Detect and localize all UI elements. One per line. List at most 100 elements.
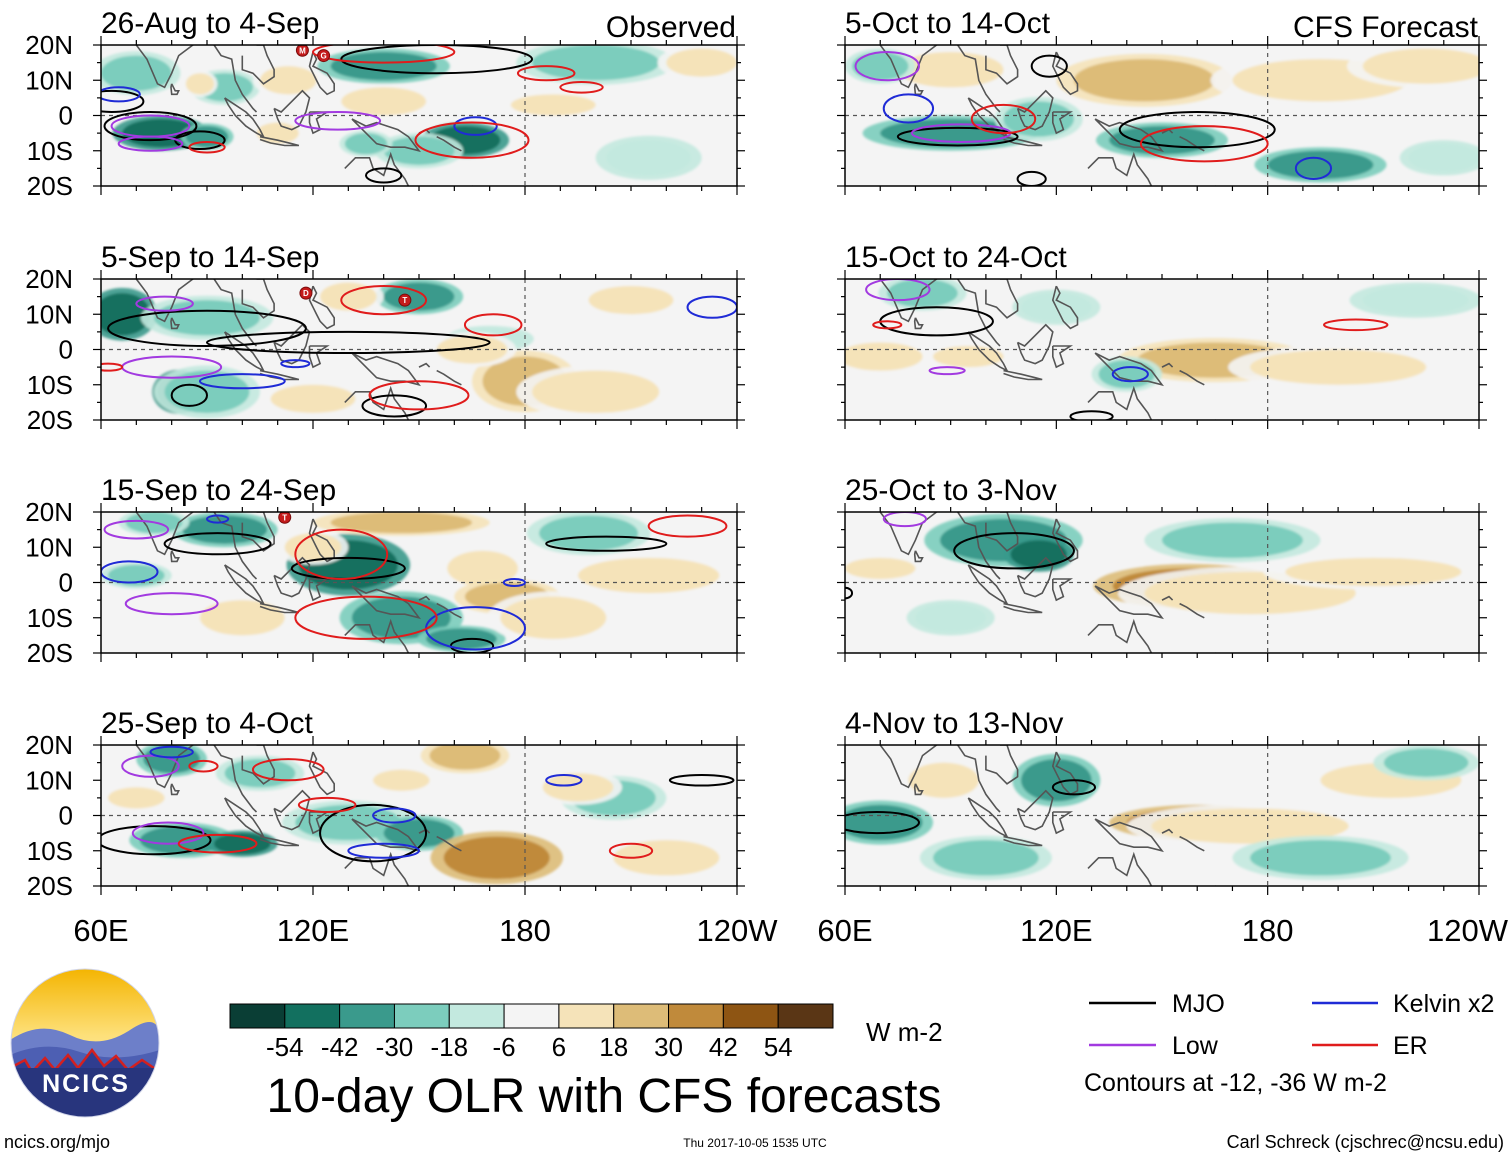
coastline [472,885,474,886]
contour-mjo [668,773,735,787]
coastline [1052,345,1074,369]
colorbar-swatch [448,1003,505,1029]
contour-kelvin-x2 [1294,156,1333,180]
coastline [845,512,1001,580]
coastline [308,578,330,602]
lat-tick-label: 0 [59,568,73,598]
panel-ticks [93,503,745,662]
footer-url[interactable]: ncics.org/mjo [4,1132,110,1152]
contour-er [1323,318,1389,332]
anomaly-core [182,515,268,544]
panel-title: 25-Oct to 3-Nov [845,474,1057,507]
coastlines [845,745,1217,886]
coastline [351,352,421,387]
lon-tick-label: 180 [1242,913,1294,948]
contour-low [135,295,194,312]
anomaly-core [101,55,172,91]
panel-plot-area [845,512,1479,653]
contour-low [928,366,966,376]
lat-tick-label: 20N [25,497,73,527]
contour-er [608,842,654,859]
main-title: 10-day OLR with CFS forecasts [267,1070,942,1123]
panel-plot-area: MG [101,45,737,186]
colorbar-units: W m-2 [866,1017,943,1047]
wave-contours [854,51,1333,186]
coastline [1052,578,1074,602]
colorbar-swatch [339,1003,395,1029]
wave-contours [101,745,735,863]
panel-plot-area: T [101,512,737,653]
anomaly-core [108,787,165,809]
anomaly-core [845,804,923,841]
contour-low [121,754,180,778]
coastline [472,419,474,420]
contour-er [188,759,219,773]
lon-tick-label: 120E [1020,913,1092,948]
colorbar-tick-label: 30 [654,1032,683,1062]
anomaly-core [1250,840,1391,876]
anomaly-shading [101,279,684,419]
storm-label: T [282,513,287,522]
anomaly-core [1073,59,1215,102]
observed-label: Observed [606,11,736,44]
coastline [344,618,410,653]
contour-kelvin-x2 [502,577,527,588]
contour-mjo [170,383,208,407]
coastline [259,369,300,381]
ncics-logo: NCICS [10,968,160,1118]
contour-mjo [206,330,491,355]
coastline [1179,835,1205,852]
contour-mjo [319,803,428,863]
colorbar-swatch [503,1003,560,1029]
coastline [845,745,1001,813]
coastline [1161,595,1174,601]
coastline [1051,518,1079,563]
contour-er [463,313,523,337]
coastlines [845,512,1217,653]
coastline [259,602,300,614]
coastline [1214,185,1217,186]
contour-er [970,103,1037,135]
contour-kelvin-x2 [101,86,141,103]
colorbar-swatch [284,1003,341,1029]
storm-label: T [402,296,407,305]
legend-label-er: ER [1393,1032,1428,1060]
panel-title: 26-Aug to 4-Sep [101,7,319,40]
anomaly-core [1250,349,1427,385]
anomaly-core [101,293,151,336]
colorbar-tick-label: 6 [552,1032,566,1062]
anomaly-core [185,73,215,95]
contour-mjo [953,532,1075,570]
storm-icon [299,286,313,300]
contour-er [340,285,428,316]
colorbar-swatch [558,1003,615,1029]
contour-mjo [101,825,212,856]
panel-observed-3: T 20N 10N 0 10S 20S 15-Sep to 24-Sep [25,474,745,668]
anomaly-core [270,384,356,413]
panel-plot-area [845,279,1479,420]
coastlines [845,279,1217,420]
storm-icon [295,45,309,57]
contour-er [101,362,124,372]
contour-low [882,512,928,528]
coastline [1051,751,1079,796]
coastline [1214,652,1217,653]
coastline [273,556,311,598]
coastline [985,279,1019,319]
contour-low [294,110,382,131]
contour-mjo [340,45,534,75]
anomaly-core [199,600,285,636]
anomaly-core [532,45,660,81]
coastline [913,317,924,330]
lat-tick-label: 20S [27,171,73,201]
coastline [101,279,258,347]
lat-tick-label: 10N [25,765,73,795]
panel-ticks [837,270,1487,429]
coastline [170,550,180,563]
anomaly-core [108,564,165,587]
anomaly-core [908,762,979,798]
anomaly-shading [101,512,737,653]
contour-mjo [101,89,145,113]
